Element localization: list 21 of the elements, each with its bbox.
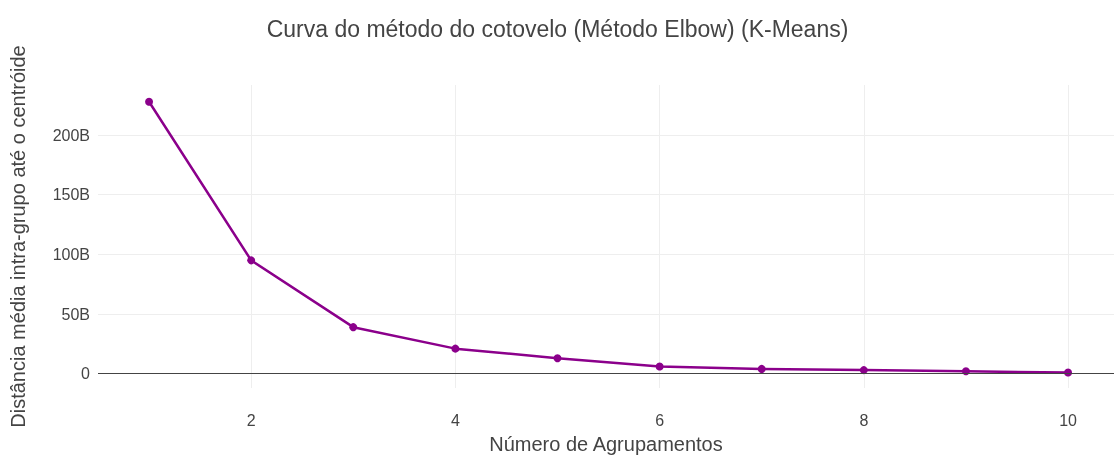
point <box>859 366 868 375</box>
y-tick-label: 50B <box>61 305 90 323</box>
x-tick-label: 6 <box>655 411 665 429</box>
y-tick-label: 100B <box>52 245 90 263</box>
x-axis-title: Número de Agrupamentos <box>489 433 723 455</box>
point <box>247 256 256 265</box>
point <box>553 354 562 363</box>
x-tick-label: 10 <box>1059 411 1078 429</box>
point <box>757 364 766 373</box>
y-axis-title: Distância média intra-grupo até o centróide <box>7 45 29 428</box>
y-tick-label: 0 <box>81 365 91 383</box>
point <box>655 362 664 371</box>
point <box>349 323 358 332</box>
y-tick-label: 200B <box>52 126 90 144</box>
point <box>451 344 460 353</box>
chart-title: Curva do método do cotovelo (Método Elbow) (K-Means) <box>266 15 849 42</box>
x-tick-label: 2 <box>246 411 256 429</box>
point <box>145 97 154 106</box>
y-tick-label: 150B <box>52 186 90 204</box>
x-tick-label: 4 <box>450 411 460 429</box>
x-tick-label: 8 <box>859 411 869 429</box>
